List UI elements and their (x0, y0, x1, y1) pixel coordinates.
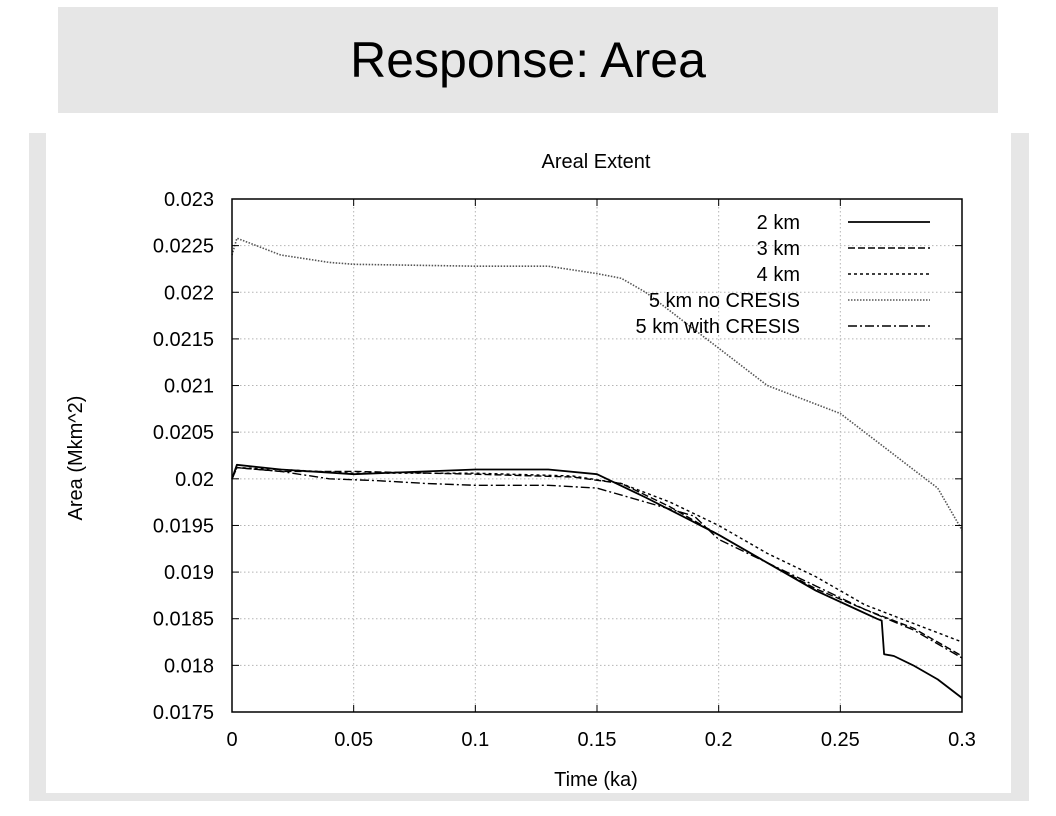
legend: 2 km 3 km 4 km 5 km no CRESIS 5 km with CRES… (636, 212, 930, 338)
grid-lines (232, 199, 962, 712)
x-tick-labels: 0 0.05 0.1 0.15 0.2 0.25 0.3 (226, 729, 975, 751)
y-tick-labels: 0.0175 0.018 0.0185 0.019 0.0195 0.02 0.0205 0.… (153, 189, 214, 724)
y-tick-label: 0.023 (164, 189, 214, 211)
series-lines (231, 237, 963, 699)
legend-label: 5 km with CRESIS (636, 316, 800, 338)
y-tick-label: 0.02 (175, 469, 214, 491)
y-tick-label: 0.0215 (153, 329, 214, 351)
legend-label: 3 km (757, 238, 800, 260)
series-line (231, 463, 963, 699)
y-tick-label: 0.0195 (153, 515, 214, 537)
x-tick-label: 0.3 (948, 729, 976, 751)
x-tick-label: 0.15 (578, 729, 617, 751)
legend-label: 2 km (757, 212, 800, 234)
series-line (231, 466, 963, 657)
y-axis-label: Area (Mkm^2) (65, 396, 87, 521)
chart-title: Areal Extent (542, 151, 651, 173)
title-banner: Response: Area (58, 7, 998, 113)
y-tick-label: 0.021 (164, 376, 214, 398)
y-tick-label: 0.0225 (153, 236, 214, 258)
y-tick-label: 0.0205 (153, 422, 214, 444)
x-tick-label: 0 (226, 729, 237, 751)
axis-ticks (231, 198, 963, 713)
x-tick-label: 0.2 (705, 729, 733, 751)
x-axis-label: Time (ka) (554, 769, 638, 791)
x-tick-label: 0.1 (461, 729, 489, 751)
figure-panel (46, 133, 1011, 793)
legend-label: 5 km no CRESIS (649, 290, 800, 312)
legend-label: 4 km (757, 264, 800, 286)
y-tick-label: 0.019 (164, 562, 214, 584)
x-tick-label: 0.25 (821, 729, 860, 751)
series-line (231, 466, 963, 643)
slide-title: Response: Area (350, 32, 706, 88)
y-tick-label: 0.018 (164, 655, 214, 677)
series-line (231, 237, 963, 531)
series-line (231, 466, 963, 659)
x-tick-label: 0.05 (334, 729, 373, 751)
y-tick-label: 0.0175 (153, 702, 214, 724)
y-tick-label: 0.0185 (153, 609, 214, 631)
y-tick-label: 0.022 (164, 282, 214, 304)
